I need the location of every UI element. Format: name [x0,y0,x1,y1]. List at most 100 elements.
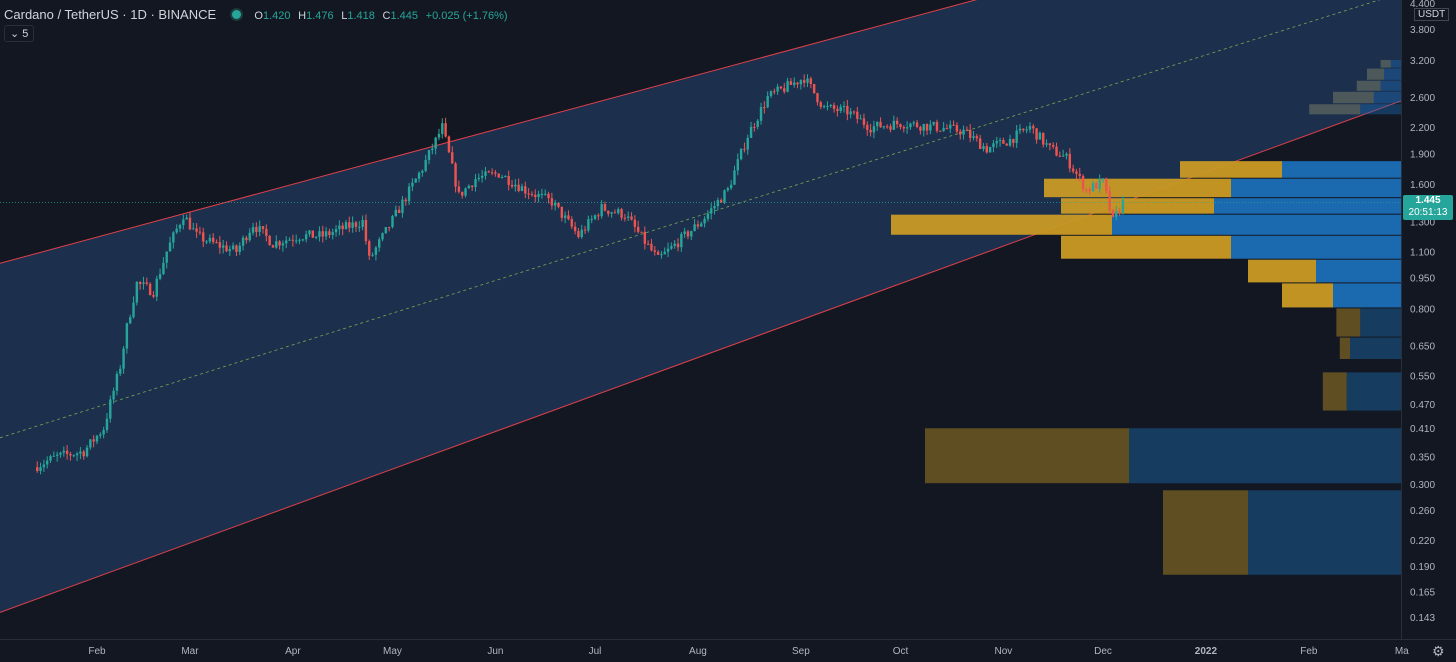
candle-body [650,243,653,251]
y-tick-label: 0.220 [1410,536,1435,547]
candle-body [288,239,291,241]
candle-body [809,78,813,85]
candle-body [1101,178,1105,180]
candle-body [1005,143,1008,146]
volume-profile-up-bar [1231,235,1401,259]
candle-body [258,226,261,232]
candle-body [859,118,862,120]
volume-profile-up-bar [1248,490,1401,575]
x-tick-label: Nov [994,646,1012,657]
candle-body [527,193,530,195]
candle-body [36,467,39,472]
candle-body [424,159,427,171]
candle-body [567,215,570,220]
symbol-header[interactable]: Cardano / TetherUS · 1D · BINANCE O1.420… [4,7,508,22]
candle-body [1065,153,1068,156]
candle-body [879,121,882,128]
candle-body [759,107,763,121]
candle-body [358,226,361,228]
candle-body [1022,128,1025,131]
candle-body [656,251,660,255]
candle-body [696,224,700,227]
candle-body [401,199,404,213]
candle-body [62,450,65,453]
candle-body [793,82,796,85]
x-tick-label: Feb [1300,646,1318,657]
candle-body [255,227,258,232]
candle-body [397,209,401,213]
candle-body [706,213,710,219]
indicators-toggle[interactable]: ⌄ 5 [4,25,35,42]
candle-body [59,452,62,455]
candle-body [643,231,647,244]
candle-body [384,227,388,234]
x-tick-label: Oct [893,646,909,657]
candle-body [95,435,99,442]
x-tick-label: Jun [487,646,503,657]
candle-body [633,219,637,227]
candle-body [168,242,172,252]
candle-body [178,224,182,229]
candle-body [613,212,617,214]
candle-body [188,217,192,230]
candle-body [69,453,72,456]
candle-body [739,148,743,160]
candle-body [530,194,534,196]
y-tick-label: 0.410 [1410,424,1435,435]
candle-body [945,128,949,130]
candle-body [713,206,716,209]
candle-body [1015,130,1018,144]
symbol-title[interactable]: Cardano / TetherUS · 1D · BINANCE [4,7,217,22]
volume-profile-down-bar [1339,337,1350,359]
currency-label[interactable]: USDT [1414,8,1450,21]
last-price: 1.445 [1415,195,1441,206]
settings-gear-icon[interactable]: ⚙ [1432,643,1445,659]
candle-body [158,274,162,279]
candle-body [852,111,856,113]
x-tick-label: Jul [589,646,602,657]
candle-body [839,106,842,111]
candle-body [1038,132,1042,140]
candle-body [869,129,872,133]
candle-body [404,199,407,202]
candle-body [202,232,205,242]
volume-profile-down-bar [1336,308,1361,337]
candle-body [278,241,281,246]
candle-body [494,172,497,174]
candle-body [1018,128,1022,131]
x-tick-label: May [383,646,402,657]
y-tick-label: 1.100 [1410,247,1435,258]
open-label: O [254,10,263,22]
volume-profile-up-bar [1360,104,1401,115]
candle-body [1118,211,1121,213]
candle-body [902,127,905,129]
candle-body [467,185,471,189]
candle-body [119,368,122,374]
volume-profile-up-bar [1282,161,1401,178]
y-tick-label: 1.300 [1410,217,1435,228]
candle-body [1115,211,1118,217]
candle-body [670,245,673,249]
candle-body [162,262,165,275]
candle-body [480,175,484,178]
candle-body [334,229,338,233]
candle-body [218,242,222,248]
volume-profile-up-bar [1316,259,1401,283]
candle-body [212,237,215,243]
volume-profile-down-bar [1163,490,1248,575]
candle-body [723,190,726,203]
candle-body [892,120,896,130]
volume-profile-down-bar [1356,80,1381,91]
candle-body [504,175,507,177]
candle-body [1108,191,1111,210]
candle-body [563,215,567,218]
candle-body [636,226,640,232]
candle-body [245,237,248,241]
candle-body [829,105,832,107]
candle-body [603,204,607,211]
candle-body [988,147,992,153]
candle-body [866,124,869,130]
candle-body [338,225,341,230]
candle-body [1105,178,1108,192]
